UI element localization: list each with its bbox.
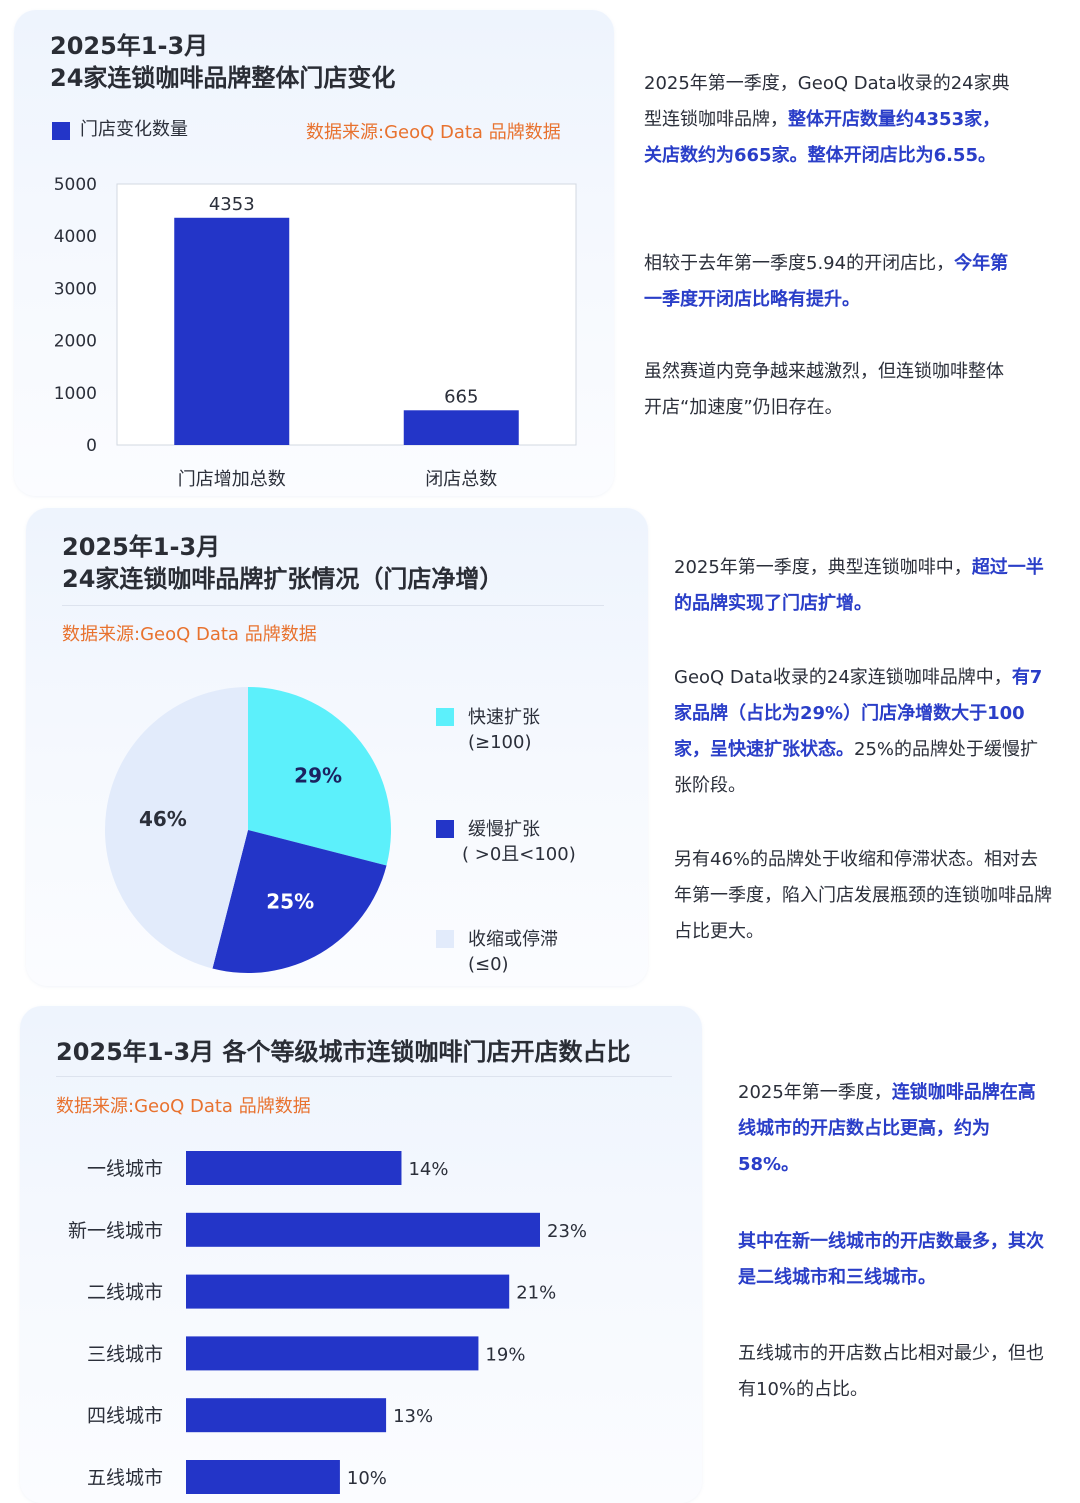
pie-data-label: 29% — [294, 764, 342, 788]
pie-data-label: 25% — [266, 889, 314, 913]
section3-source: 数据来源:GeoQ Data 品牌数据 — [56, 1096, 311, 1117]
x-tick-label: 闭店总数 — [425, 469, 497, 490]
section2-conclusion: 另有46%的品牌处于收缩和停滞状态。相对去年第一季度，陷入门店发展瓶颈的连锁咖啡… — [674, 849, 1052, 942]
category-label: 三线城市 — [87, 1343, 163, 1365]
y-tick-label: 3000 — [54, 279, 97, 299]
bar-data-label: 21% — [516, 1283, 556, 1304]
city-tier-bar-chart: 一线城市 14% 新一线城市 23% 二线城市 21% 三线城市 19% 四线城市 13% 五线城市… — [68, 1151, 587, 1494]
legend-swatch-fast-expansion — [436, 708, 454, 726]
section1-title-line1: 2025年1-3月 — [50, 32, 209, 60]
bar — [174, 217, 290, 445]
section2-source: 数据来源:GeoQ Data 品牌数据 — [62, 624, 317, 645]
legend-label-slow-expansion: 缓慢扩张 — [468, 819, 540, 840]
bar-data-label: 14% — [408, 1159, 448, 1180]
legend-swatch-shrink-stagnant — [436, 930, 454, 948]
bar-data-label: 13% — [393, 1406, 433, 1427]
section2-fast-expansion-note: GeoQ Data收录的24家连锁咖啡品牌中，有7家品牌（占比为29%）门店净增… — [674, 667, 1043, 796]
section2-title-line1: 2025年1-3月 — [62, 533, 221, 561]
legend-swatch-slow-expansion — [436, 820, 454, 838]
legend-swatch-store-change — [52, 122, 70, 140]
legend-range-shrink-stagnant: (≤0) — [468, 954, 509, 975]
y-tick-label: 0 — [86, 436, 97, 456]
bar — [403, 410, 519, 445]
section3-top-cities-note: 其中在新一线城市的开店数最多，其次是二线城市和三线城市。 — [738, 1231, 1044, 1288]
category-label: 五线城市 — [87, 1467, 163, 1489]
bar-data-label: 4353 — [209, 194, 255, 215]
bar-data-label: 23% — [547, 1221, 587, 1242]
legend-label-shrink-stagnant: 收缩或停滞 — [468, 929, 558, 950]
section1-title-line2: 24家连锁咖啡品牌整体门店变化 — [50, 64, 396, 92]
bar-data-label: 665 — [444, 386, 478, 407]
category-label: 二线城市 — [87, 1282, 163, 1304]
bar-data-label: 10% — [347, 1468, 387, 1489]
y-tick-label: 2000 — [54, 332, 97, 352]
legend-label-store-change: 门店变化数量 — [80, 119, 188, 140]
y-tick-label: 5000 — [54, 175, 97, 195]
y-tick-label: 4000 — [54, 227, 97, 247]
pie-slice — [248, 687, 392, 866]
brand-expansion-pie-chart: 29% 25% 46% — [104, 687, 392, 974]
section1-conclusion: 虽然赛道内竞争越来越激烈，但连锁咖啡整体开店“加速度”仍旧存在。 — [644, 361, 1004, 418]
legend-range-slow-expansion: ( >0且<100) — [462, 844, 576, 865]
bar — [186, 1151, 402, 1185]
legend-range-fast-expansion: (≥100) — [468, 732, 532, 753]
category-label: 一线城市 — [87, 1158, 163, 1180]
section2-description: 2025年第一季度，典型连锁咖啡中，超过一半的品牌实现了门店扩增。 — [674, 557, 1044, 614]
bar — [186, 1460, 340, 1494]
section1-source: 数据来源:GeoQ Data 品牌数据 — [306, 122, 561, 143]
section3-conclusion: 五线城市的开店数占比相对最少，但也有10%的占比。 — [738, 1343, 1044, 1400]
bar — [186, 1274, 510, 1309]
pie-data-label: 46% — [139, 807, 187, 831]
section1-comparison: 相较于去年第一季度5.94的开闭店比，今年第一季度开闭店比略有提升。 — [644, 253, 1009, 310]
bar — [186, 1398, 387, 1433]
category-label: 四线城市 — [87, 1405, 163, 1427]
section2-divider — [62, 605, 604, 606]
bar — [186, 1336, 479, 1371]
legend-label-fast-expansion: 快速扩张 — [468, 707, 540, 728]
y-tick-label: 1000 — [54, 384, 97, 404]
x-tick-label: 门店增加总数 — [178, 469, 286, 490]
pie-slice — [212, 830, 387, 974]
pie-slice — [104, 687, 248, 969]
bar — [186, 1212, 540, 1247]
section3-description: 2025年第一季度，连锁咖啡品牌在高线城市的开店数占比更高，约为58%。 — [738, 1082, 1036, 1175]
bar-data-label: 19% — [485, 1344, 525, 1365]
section1-description: 2025年第一季度，GeoQ Data收录的24家典型连锁咖啡品牌，整体开店数量… — [644, 73, 1010, 166]
category-label: 新一线城市 — [68, 1220, 163, 1242]
section2-title-line2: 24家连锁咖啡品牌扩张情况（门店净增） — [62, 565, 504, 593]
store-change-bar-chart: 0 1000 2000 3000 4000 5000 4353 门店增加总数 665 闭店总数 — [54, 175, 577, 490]
section3-divider — [56, 1076, 672, 1077]
section3-title: 2025年1-3月 各个等级城市连锁咖啡门店开店数占比 — [56, 1038, 631, 1066]
